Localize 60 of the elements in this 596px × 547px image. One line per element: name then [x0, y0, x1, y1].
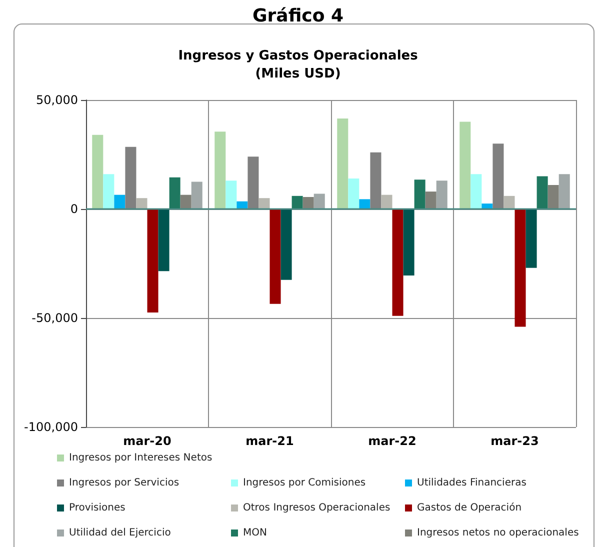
bar [136, 198, 148, 209]
bar [414, 180, 426, 209]
bar [191, 182, 202, 209]
x-tick-label: mar-21 [246, 434, 294, 448]
bar [436, 180, 448, 209]
legend-label: Provisiones [69, 502, 126, 514]
bar [548, 185, 559, 209]
y-tick-label: -50,000 [32, 311, 78, 325]
bar [147, 209, 158, 313]
bar [370, 152, 382, 209]
legend-label: Gastos de Operación [417, 502, 522, 514]
bar [226, 180, 237, 209]
bar [504, 196, 515, 209]
bar [359, 199, 370, 209]
bar [460, 122, 471, 209]
legend-label: Ingresos por Servicios [69, 478, 180, 488]
bar [158, 209, 170, 272]
bar [314, 194, 325, 209]
bar [280, 209, 292, 280]
bar [92, 134, 104, 209]
bar [514, 209, 526, 327]
legend-label: Ingresos por Comisiones [243, 478, 366, 488]
bar [258, 198, 270, 209]
bar [292, 196, 303, 209]
bar [180, 194, 192, 209]
bar [125, 146, 136, 209]
y-tick-label: 50,000 [36, 93, 78, 107]
bar [236, 201, 248, 209]
bar [492, 144, 504, 209]
bar [482, 204, 493, 209]
y-tick-label: 0 [70, 202, 78, 216]
bar [470, 174, 482, 209]
x-tick-label: mar-20 [123, 434, 172, 448]
bar [403, 209, 414, 276]
x-tick-label: mar-23 [490, 434, 539, 448]
legend-label: Utilidad del Ejercicio [69, 528, 171, 538]
x-tick-label: mar-22 [368, 434, 416, 448]
bar [169, 177, 180, 209]
legend-label: Otros Ingresos Operacionales [243, 502, 390, 514]
legend-label: Ingresos netos no operacionales [417, 528, 579, 538]
bar [381, 194, 392, 209]
bar [114, 194, 126, 209]
bar [302, 197, 314, 209]
bar [103, 174, 114, 209]
bar [392, 209, 404, 316]
bar [270, 209, 281, 304]
bar [337, 118, 348, 209]
legend-label: Utilidades Financieras [417, 478, 526, 488]
bar [214, 132, 226, 209]
bar [348, 178, 360, 209]
bar [526, 209, 537, 268]
legend-label: Ingresos por Intereses Netos [69, 452, 212, 464]
bar [536, 176, 548, 209]
chart-title: Gráfico 4 [252, 6, 344, 26]
bar [558, 174, 570, 209]
chart-subtitle: Ingresos y Gastos Operacionales (Miles USD) [178, 48, 418, 82]
y-tick-label: -100,000 [24, 420, 78, 434]
bar [425, 192, 436, 209]
legend-label: MON [243, 528, 267, 538]
bar [248, 156, 259, 209]
